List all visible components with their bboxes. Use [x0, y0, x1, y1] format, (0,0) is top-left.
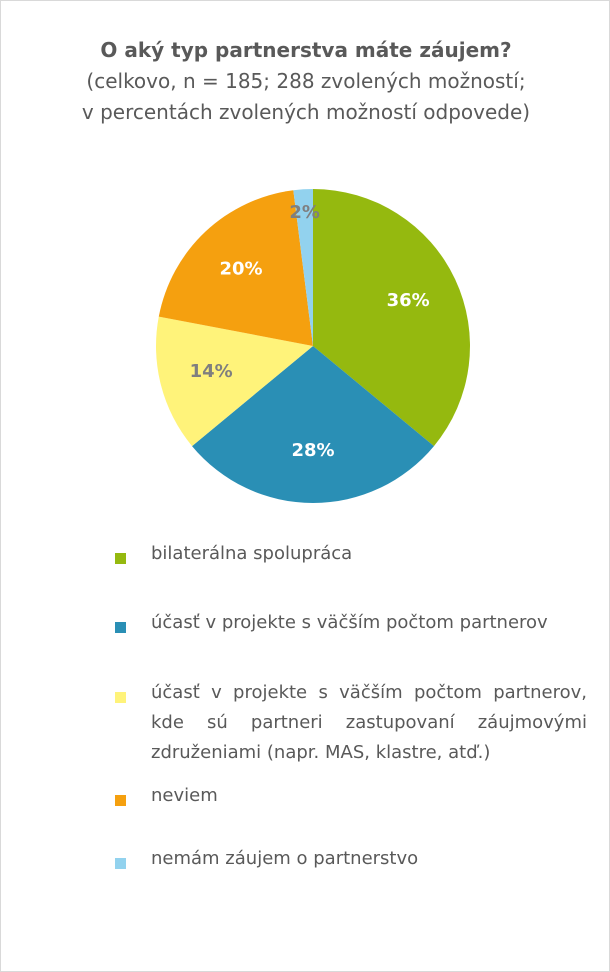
pie-slice	[293, 189, 313, 346]
legend-label: účasť v projekte s väčším počtom partner…	[151, 612, 548, 633]
legend-swatch	[115, 553, 126, 564]
header: O aký typ partnerstva máte záujem? (celk…	[81, 35, 531, 128]
data-label: 14%	[190, 361, 233, 382]
legend-swatch	[115, 795, 126, 806]
pie-slice	[155, 316, 313, 447]
legend-swatch	[115, 858, 126, 869]
legend-swatch	[115, 622, 126, 633]
chart-subtitle: (celkovo, n = 185; 288 zvolených možnost…	[81, 69, 531, 124]
pie-slice	[313, 189, 470, 447]
chart-title: O aký typ partnerstva máte záujem?	[100, 38, 512, 62]
legend-label: účasť v projekte s väčším počtom partner…	[151, 682, 587, 763]
pie-slice	[158, 190, 313, 346]
legend-label: nemám záujem o partnerstvo	[151, 848, 419, 869]
data-label: 28%	[291, 440, 334, 461]
pie-slice	[192, 346, 434, 503]
data-label: 2%	[289, 202, 320, 223]
legend-label: neviem	[151, 785, 218, 806]
data-label: 36%	[387, 290, 430, 311]
legend-swatch	[115, 692, 126, 703]
legend-label: bilaterálna spolupráca	[151, 543, 353, 564]
data-label: 20%	[219, 258, 262, 279]
